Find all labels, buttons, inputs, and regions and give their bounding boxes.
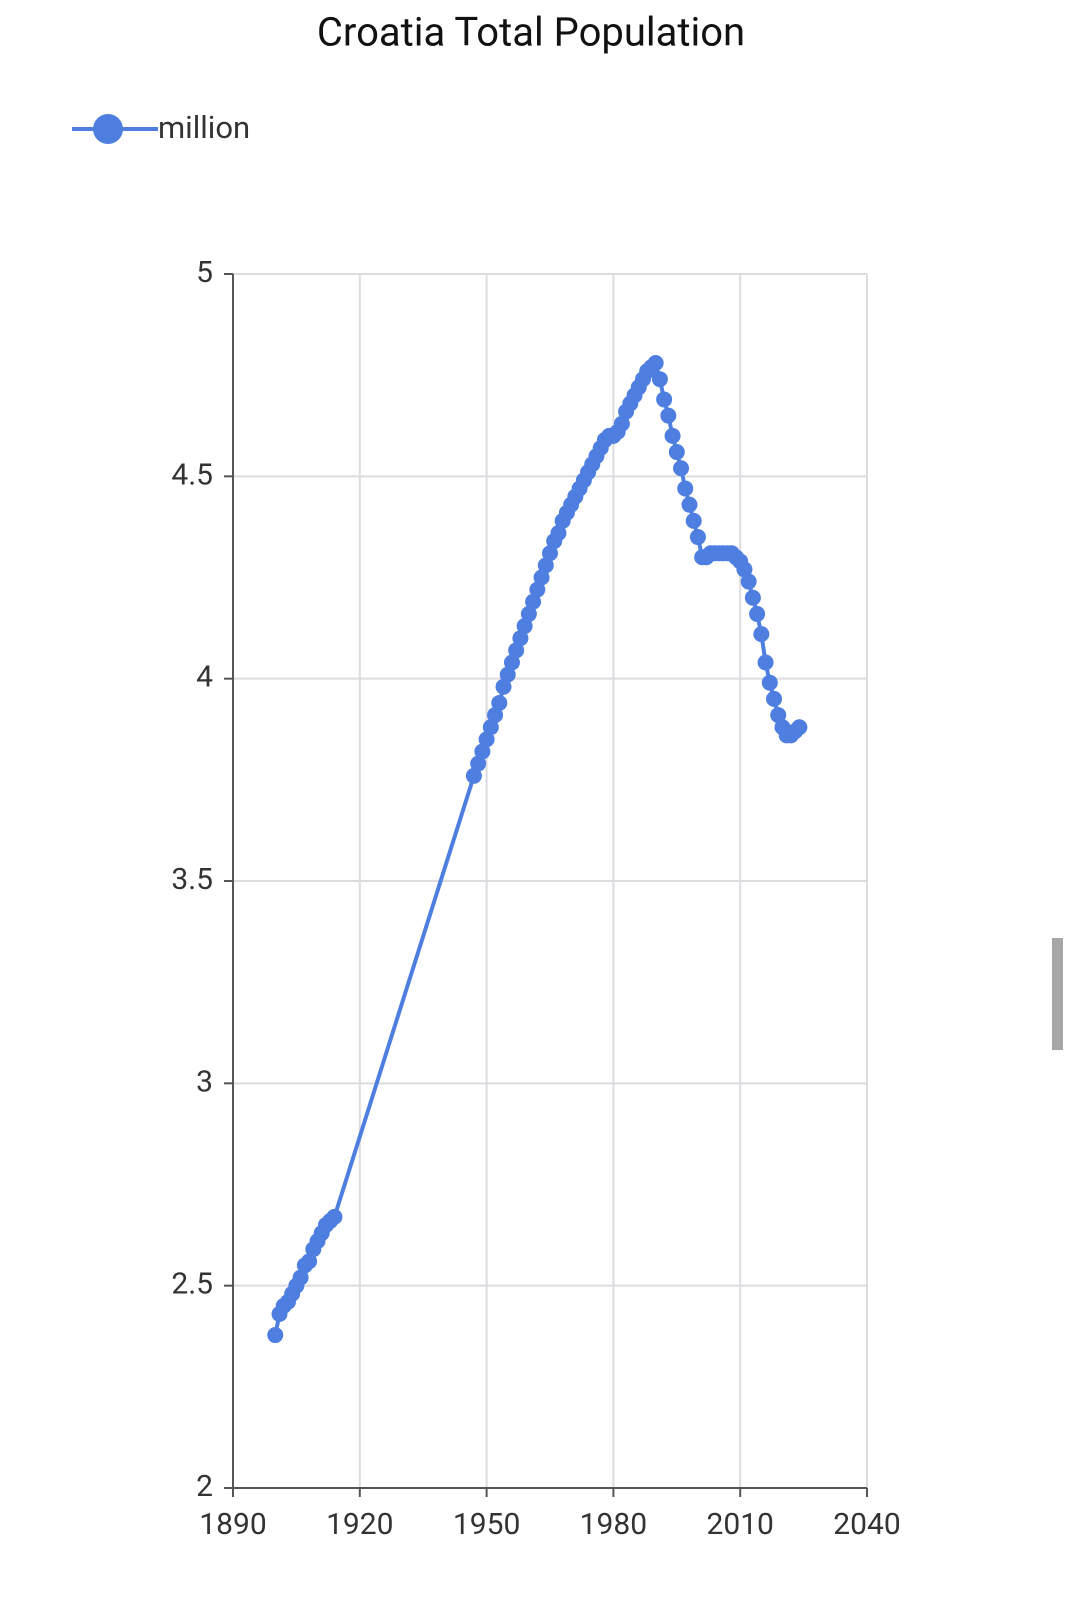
data-point [520, 605, 537, 622]
y-tick-label: 4 [196, 660, 213, 695]
data-point [267, 1327, 284, 1344]
data-point [660, 407, 677, 424]
data-point [525, 593, 542, 610]
data-point [647, 355, 664, 372]
data-point [482, 719, 499, 736]
x-tick-label: 1920 [326, 1507, 393, 1542]
data-point [685, 512, 702, 529]
data-point [542, 545, 558, 562]
chart-title: Croatia Total Population [317, 9, 745, 56]
data-point [673, 460, 690, 477]
y-tick-label: 2.5 [171, 1267, 213, 1302]
data-point [753, 626, 770, 643]
data-point [681, 496, 698, 513]
data-point [478, 731, 495, 748]
data-point [736, 561, 753, 578]
x-tick-label: 2040 [833, 1507, 900, 1542]
data-point [740, 573, 757, 590]
x-tick-label: 1980 [580, 1507, 647, 1542]
y-tick-label: 2 [196, 1469, 213, 1504]
data-point [529, 581, 546, 598]
data-point [326, 1208, 343, 1225]
x-tick-label: 2010 [706, 1507, 773, 1542]
data-point [677, 480, 694, 497]
data-point [465, 767, 482, 784]
data-point [651, 371, 668, 388]
data-point [512, 630, 529, 647]
data-point [292, 1269, 309, 1286]
y-tick-label: 3.5 [171, 862, 213, 897]
data-point [668, 444, 685, 461]
data-point [470, 755, 487, 772]
legend-marker [93, 114, 123, 144]
data-point [495, 678, 512, 695]
x-tick-label: 1950 [453, 1507, 520, 1542]
data-point [503, 654, 520, 671]
data-point [491, 694, 508, 711]
data-point [487, 707, 504, 724]
data-point [757, 654, 774, 671]
data-point [613, 415, 630, 432]
data-point [508, 642, 525, 659]
data-point [791, 719, 808, 736]
y-tick-label: 4.5 [171, 457, 213, 492]
x-tick-label: 1890 [199, 1507, 266, 1542]
series-line [273, 359, 801, 1336]
data-point [537, 557, 554, 574]
data-point [656, 391, 673, 408]
data-point [744, 589, 761, 606]
data-point [664, 427, 681, 444]
data-point [474, 743, 491, 760]
legend-label: million [158, 109, 250, 146]
data-point [499, 666, 516, 683]
data-point [301, 1253, 318, 1270]
data-point [550, 524, 567, 541]
data-point [770, 707, 787, 724]
y-tick-label: 5 [196, 255, 213, 290]
data-point [533, 569, 550, 586]
data-point [689, 529, 706, 546]
data-point [749, 605, 766, 622]
data-point [761, 674, 778, 691]
data-point [516, 618, 533, 635]
y-tick-label: 3 [196, 1064, 213, 1099]
scrollbar[interactable] [1052, 938, 1063, 1050]
data-point [766, 690, 783, 707]
